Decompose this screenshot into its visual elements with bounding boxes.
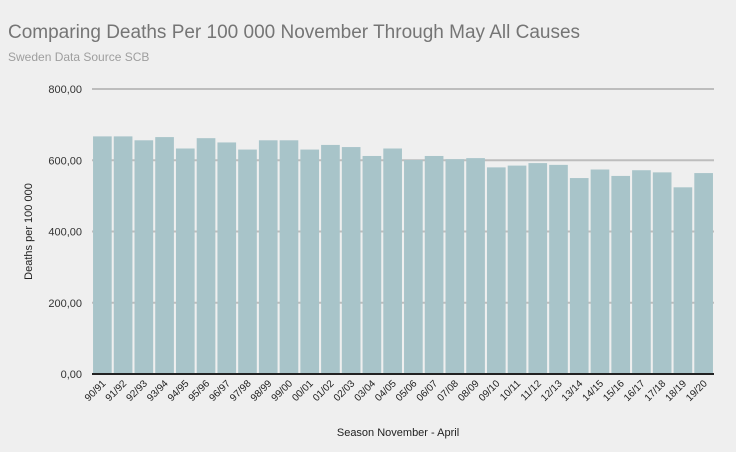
x-tick-label: 04/05 xyxy=(373,378,399,404)
chart-title: Comparing Deaths Per 100 000 November Th… xyxy=(8,22,581,43)
x-tick-label: 05/06 xyxy=(394,378,420,404)
y-axis-label: Deaths per 100 000 xyxy=(23,183,35,280)
chart-subtitle: Sweden Data Source SCB xyxy=(8,50,150,64)
bar xyxy=(507,165,527,374)
bar xyxy=(632,170,651,374)
bar xyxy=(569,178,589,374)
bar xyxy=(590,169,610,374)
bar xyxy=(155,137,174,374)
x-tick-label: 16/17 xyxy=(622,378,648,404)
y-tick-label: 600,00 xyxy=(48,155,82,167)
x-tick-label: 11/12 xyxy=(519,378,544,403)
bar xyxy=(528,163,548,374)
bar xyxy=(466,158,485,374)
bar xyxy=(549,164,568,374)
x-tick-label: 18/19 xyxy=(664,378,690,404)
bar xyxy=(673,187,693,374)
x-tick-label: 12/13 xyxy=(539,378,565,404)
x-tick-label: 90/91 xyxy=(83,378,109,404)
bar xyxy=(93,136,112,374)
bar xyxy=(196,138,216,374)
bar xyxy=(134,140,154,374)
bar xyxy=(611,175,631,374)
bar xyxy=(321,144,340,374)
x-tick-label: 19/20 xyxy=(684,378,710,404)
x-tick-label: 99/00 xyxy=(270,378,296,404)
x-tick-label: 13/14 xyxy=(560,378,586,404)
y-tick-label: 400,00 xyxy=(48,227,82,239)
bar xyxy=(113,136,133,374)
x-tick-label: 00/01 xyxy=(290,378,316,404)
x-axis-label: Season November - April xyxy=(337,427,459,439)
x-tick-label: 98/99 xyxy=(249,378,275,404)
x-tick-label: 15/16 xyxy=(601,378,627,404)
x-tick-label: 08/09 xyxy=(456,378,482,404)
x-tick-label: 14/15 xyxy=(581,378,607,404)
y-tick-label: 200,00 xyxy=(48,298,82,310)
x-tick-label: 96/97 xyxy=(207,378,233,404)
bar xyxy=(486,167,506,374)
x-tick-label: 10/11 xyxy=(498,378,523,403)
bar xyxy=(238,149,257,374)
x-tick-label: 95/96 xyxy=(187,378,213,404)
x-tick-label: 91/92 xyxy=(104,378,130,404)
bar xyxy=(217,142,237,374)
bar xyxy=(652,172,672,374)
bar xyxy=(404,159,423,374)
x-tick-label: 92/93 xyxy=(124,378,150,404)
x-tick-label: 06/07 xyxy=(415,378,441,404)
x-tick-label: 09/10 xyxy=(477,378,503,404)
y-tick-label: 800,00 xyxy=(48,84,82,96)
bar xyxy=(258,140,278,374)
bar xyxy=(383,148,402,374)
y-tick-label: 0,00 xyxy=(61,369,82,381)
bar xyxy=(300,149,320,374)
x-tick-label: 02/03 xyxy=(332,378,358,404)
x-tick-label: 03/04 xyxy=(353,378,379,404)
x-tick-label: 01/02 xyxy=(311,378,337,404)
x-tick-label: 93/94 xyxy=(145,378,171,404)
x-tick-label: 07/08 xyxy=(435,378,461,404)
bar xyxy=(424,155,444,374)
x-tick-label: 97/98 xyxy=(228,378,254,404)
bar xyxy=(175,148,195,374)
x-tick-label: 94/95 xyxy=(166,378,192,404)
x-tick-label: 17/18 xyxy=(643,378,669,404)
bar xyxy=(445,159,465,374)
bar xyxy=(279,140,299,374)
bar xyxy=(694,173,713,374)
bar xyxy=(341,147,361,374)
bar xyxy=(362,155,382,374)
